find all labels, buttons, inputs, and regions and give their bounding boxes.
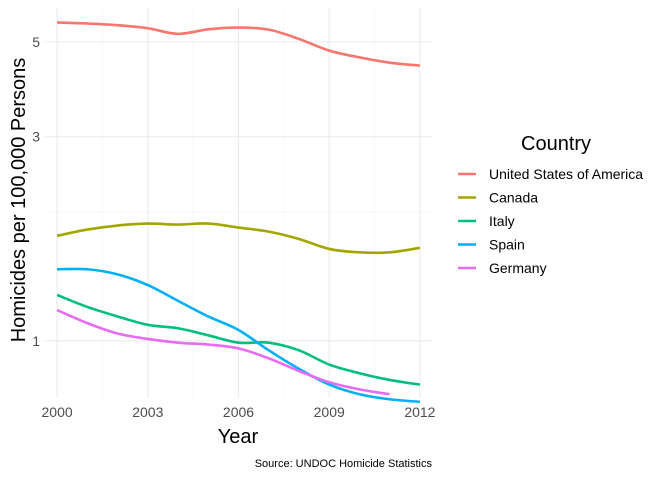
legend-label-united-states-of-america: United States of America bbox=[489, 166, 643, 182]
legend-label-germany: Germany bbox=[489, 260, 547, 276]
y-tick-label: 3 bbox=[32, 129, 40, 145]
y-axis-title: Homicides per 100,000 Persons bbox=[8, 58, 30, 343]
x-tick-label: 2006 bbox=[223, 404, 254, 420]
series-line-germany bbox=[56, 308, 390, 396]
legend-title: Country bbox=[521, 133, 591, 155]
series-line-spain bbox=[57, 267, 421, 404]
y-tick-label: 1 bbox=[32, 333, 40, 349]
x-tick-label: 2012 bbox=[404, 404, 435, 420]
legend-label-italy: Italy bbox=[489, 213, 515, 229]
series-line-italy bbox=[56, 293, 421, 386]
x-tick-label: 2009 bbox=[314, 404, 345, 420]
legend: Country United States of America Canada It… bbox=[458, 133, 643, 276]
series-line-united-states-of-america bbox=[57, 21, 421, 67]
legend-items: United States of America Canada Italy Spain… bbox=[458, 166, 643, 276]
gridlines bbox=[45, 8, 432, 398]
x-tick-label: 2000 bbox=[42, 404, 73, 420]
axis-ticks: 2000 2003 2006 2009 2012 1 3 5 bbox=[32, 34, 435, 420]
series-lines bbox=[56, 21, 421, 404]
caption: Source: UNDOC Homicide Statistics bbox=[255, 458, 433, 470]
y-tick-label: 5 bbox=[32, 34, 40, 50]
x-tick-label: 2003 bbox=[132, 404, 163, 420]
x-axis-title: Year bbox=[218, 426, 259, 448]
legend-label-canada: Canada bbox=[489, 190, 538, 206]
legend-label-spain: Spain bbox=[489, 237, 525, 253]
series-line-canada bbox=[56, 222, 421, 255]
